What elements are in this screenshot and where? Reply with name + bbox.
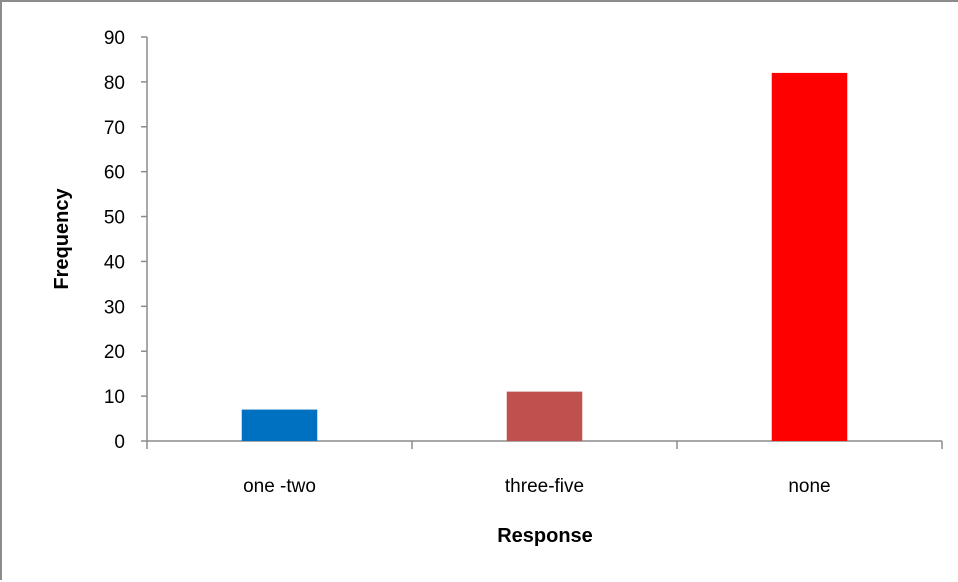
bar-3 xyxy=(771,72,848,442)
y-tick-label: 70 xyxy=(104,118,125,139)
y-axis: 0 10 20 30 40 50 60 70 80 90 xyxy=(104,28,148,453)
y-tick-label: 90 xyxy=(104,28,125,49)
bar-2 xyxy=(506,391,583,441)
y-axis-title: Frequency xyxy=(51,188,73,290)
y-ticks: 0 10 20 30 40 50 60 70 80 90 xyxy=(104,28,147,453)
x-tick-label: one -two xyxy=(243,476,316,497)
y-tick-label: 20 xyxy=(104,342,125,363)
y-tick-label: 60 xyxy=(104,163,125,184)
y-tick-label: 40 xyxy=(104,252,125,273)
y-tick-label: 50 xyxy=(104,208,125,229)
x-tick-label: none xyxy=(788,476,830,497)
x-axis-title: Response xyxy=(497,525,593,547)
bar-1 xyxy=(241,409,318,441)
x-tick-label: three-five xyxy=(505,476,584,497)
x-tick-labels: one -two three-five none xyxy=(243,476,831,497)
y-tick-label: 30 xyxy=(104,297,125,318)
bars xyxy=(241,72,848,442)
x-axis xyxy=(146,440,943,449)
y-tick-label: 10 xyxy=(104,387,125,408)
x-ticks xyxy=(146,441,943,449)
y-tick-label: 80 xyxy=(104,73,125,94)
y-tick-label: 0 xyxy=(114,432,125,453)
